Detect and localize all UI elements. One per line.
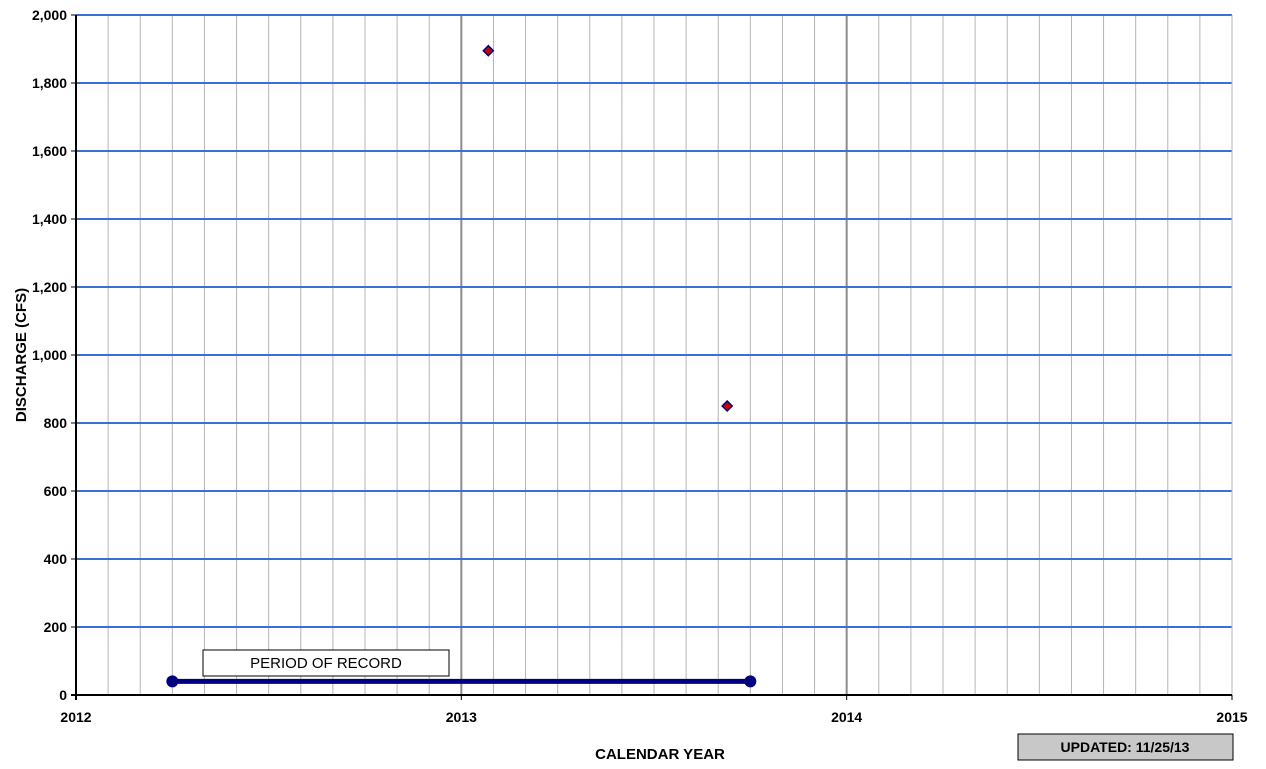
y-tick-label: 1,000 [32, 347, 67, 363]
y-tick-label: 400 [44, 551, 68, 567]
data-points [482, 44, 734, 413]
y-tick-labels: 0 200 400 600 800 1,000 1,200 1,400 1,600 1,800 2,… [32, 7, 67, 703]
period-of-record-start-marker [166, 675, 179, 688]
period-of-record: PERIOD OF RECORD [166, 649, 757, 688]
x-tick-label: 2012 [60, 709, 91, 725]
data-point-marker [721, 399, 734, 413]
y-tick-label: 0 [59, 687, 67, 703]
x-tick-label: 2013 [446, 709, 477, 725]
x-tick-labels: 2012 2013 2014 2015 [60, 709, 1247, 725]
data-point-marker [482, 44, 495, 57]
y-tick-label: 600 [44, 483, 68, 499]
period-of-record-box [202, 649, 450, 677]
y-tick-label: 1,400 [32, 211, 67, 227]
period-of-record-end-marker [744, 675, 757, 688]
y-tick-label: 200 [44, 619, 68, 635]
y-tick-label: 800 [44, 415, 68, 431]
y-axis-title: DISCHARGE (CFS) [13, 288, 30, 422]
x-tick-label: 2014 [831, 709, 862, 725]
y-tick-label: 2,000 [32, 7, 67, 23]
y-tick-label: 1,200 [32, 279, 67, 295]
y-tick-label: 1,600 [32, 143, 67, 159]
major-grid [76, 14, 1232, 695]
x-tick-label: 2015 [1216, 709, 1247, 725]
period-of-record-label: PERIOD OF RECORD [250, 655, 402, 672]
updated-box: UPDATED: 11/25/13 [1017, 733, 1234, 761]
x-axis-title: CALENDAR YEAR [595, 746, 725, 763]
axes [71, 14, 1233, 700]
updated-label: UPDATED: 11/25/13 [1061, 739, 1190, 755]
y-tick-label: 1,800 [32, 75, 67, 91]
updated-box-background [1017, 733, 1234, 761]
